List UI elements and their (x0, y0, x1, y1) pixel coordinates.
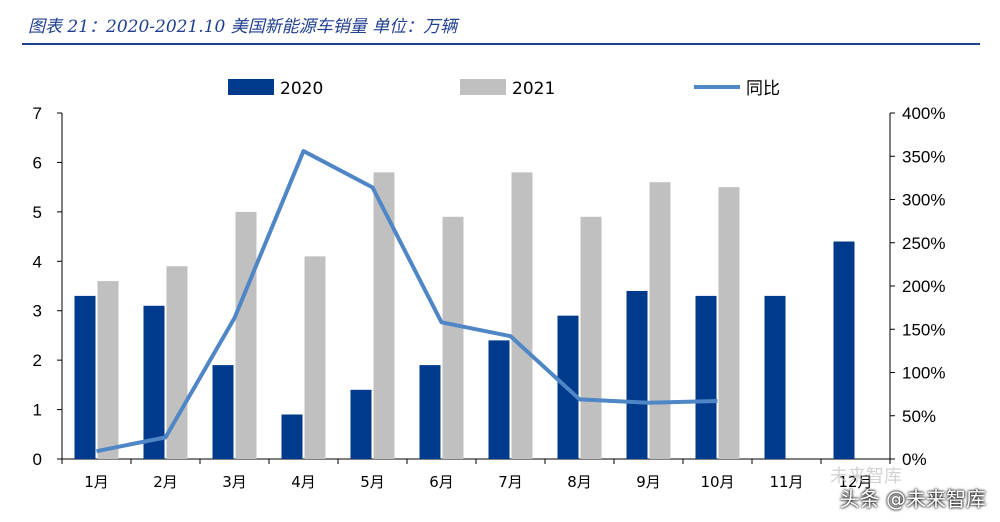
bar-2021 (718, 187, 740, 459)
bar-2020 (833, 241, 855, 459)
left-tick-label: 3 (33, 302, 42, 321)
legend-swatch-2020 (228, 79, 274, 95)
bar-2020 (212, 365, 234, 459)
bar-2020 (143, 305, 165, 459)
bar-2021 (97, 281, 119, 459)
x-tick-label: 7月 (498, 473, 523, 491)
right-tick-label: 250% (902, 234, 945, 253)
x-tick-label: 12月 (838, 473, 872, 491)
right-tick-label: 150% (902, 320, 945, 339)
legend-label-2021: 2021 (512, 79, 555, 99)
x-tick-label: 1月 (84, 473, 109, 491)
bar-2021 (649, 182, 671, 459)
bar-2021 (373, 172, 395, 460)
x-tick-label: 9月 (636, 473, 661, 491)
right-tick-label: 400% (902, 104, 945, 123)
bar-2020 (74, 295, 96, 459)
bar-2021 (304, 256, 326, 459)
line-同比 (96, 149, 718, 454)
left-tick-label: 4 (33, 252, 42, 271)
right-tick-label: 0% (902, 450, 927, 469)
x-tick-label: 2月 (153, 473, 178, 491)
left-tick-label: 0 (33, 450, 42, 469)
x-tick-label: 10月 (700, 473, 734, 491)
left-tick-label: 5 (33, 203, 42, 222)
left-tick-label: 7 (33, 104, 42, 123)
left-tick-label: 1 (33, 401, 42, 420)
left-tick-label: 6 (33, 153, 42, 172)
legend-label-2020: 2020 (280, 79, 323, 99)
x-tick-label: 6月 (429, 473, 454, 491)
bar-2020 (350, 389, 372, 459)
bar-2020 (419, 365, 441, 459)
bar-2020 (488, 340, 510, 459)
bar-2020 (695, 295, 717, 459)
legend-label-同比: 同比 (746, 79, 780, 99)
x-tick-label: 4月 (291, 473, 316, 491)
legend-swatch-2021 (460, 79, 506, 95)
x-tick-label: 3月 (222, 473, 247, 491)
bar-2021 (442, 216, 464, 459)
x-tick-label: 8月 (567, 473, 592, 491)
right-tick-label: 300% (902, 191, 945, 210)
bar-2020 (281, 414, 303, 459)
x-tick-label: 5月 (360, 473, 385, 491)
right-tick-label: 350% (902, 147, 945, 166)
x-tick-label: 11月 (769, 473, 803, 491)
right-tick-label: 100% (902, 364, 945, 383)
right-tick-label: 200% (902, 277, 945, 296)
title-underline (22, 43, 980, 45)
bar-2020 (626, 290, 648, 459)
bar-2020 (764, 295, 786, 459)
bar-2021 (580, 216, 602, 459)
chart-title: 图表 21：2020-2021.10 美国新能源车销量 单位：万辆 (28, 17, 458, 37)
left-tick-label: 2 (33, 351, 42, 370)
watermark-faint: 未来智库 (830, 466, 902, 487)
right-tick-label: 50% (902, 407, 936, 426)
bar-2021 (511, 172, 533, 460)
bar-2021 (235, 211, 257, 459)
watermark: 头条 @未来智库 (839, 487, 986, 511)
